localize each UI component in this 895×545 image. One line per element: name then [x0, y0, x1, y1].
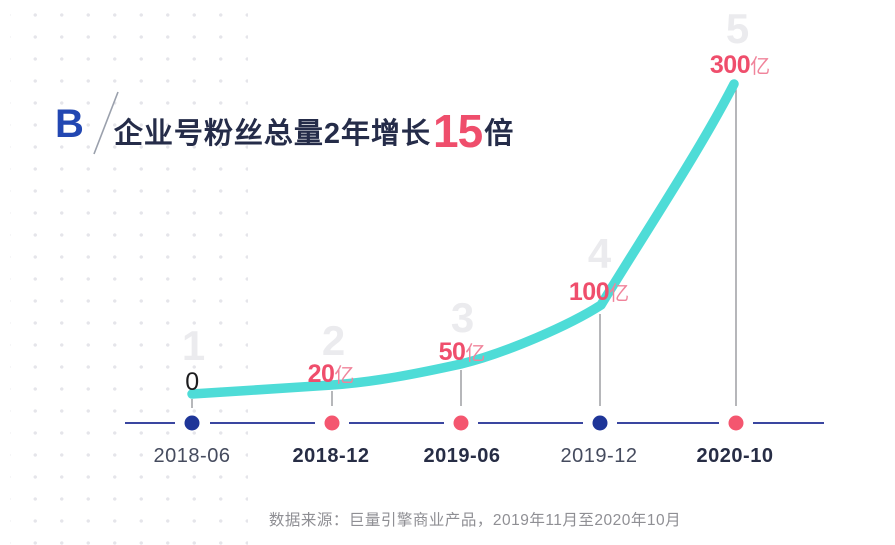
value-label: 100亿 — [569, 280, 629, 305]
value-number: 50 — [438, 338, 466, 366]
value-unit: 亿 — [334, 365, 355, 387]
value-number: 300 — [709, 51, 751, 79]
slash-line — [93, 91, 119, 155]
title-marker: B — [55, 102, 84, 146]
source-note: 数据来源：巨量引擎商业产品，2019年11月至2020年10月 — [268, 512, 682, 529]
value-label: 50亿 — [439, 340, 486, 365]
date-label: 2020-10 — [696, 445, 774, 467]
value-label: 0 — [185, 368, 199, 396]
date-label: 2018-12 — [292, 445, 370, 467]
slash-icon — [93, 91, 119, 155]
value-number: 0 — [185, 368, 199, 396]
value-number: 100 — [568, 278, 610, 306]
value-label: 20亿 — [308, 362, 355, 387]
value-label: 300亿 — [710, 53, 770, 78]
ghost-index-number: 5 — [725, 5, 749, 52]
date-label: 2019-12 — [560, 445, 638, 467]
value-unit: 亿 — [609, 283, 630, 305]
value-unit: 亿 — [750, 56, 771, 78]
value-unit: 亿 — [465, 343, 486, 365]
value-number: 20 — [307, 360, 335, 388]
date-label: 2018-06 — [153, 445, 231, 467]
date-label: 2019-06 — [423, 445, 501, 467]
